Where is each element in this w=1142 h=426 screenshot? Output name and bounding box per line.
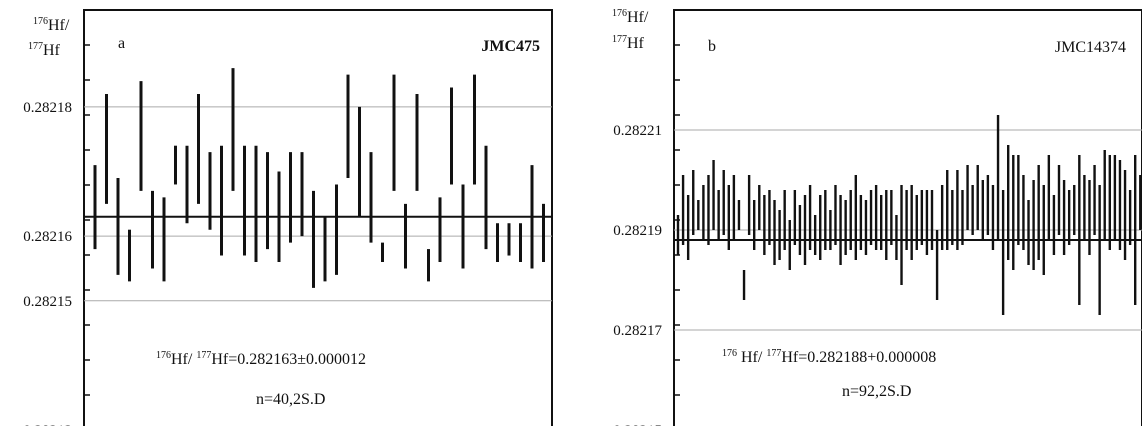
panel-a-tick-labels: 0.28213 0.28215 0.28216 0.28218 <box>23 100 72 426</box>
panel-b-letter: b <box>708 38 716 55</box>
tick-label: 0.28217 <box>613 323 662 339</box>
panel-a-annotation: 176Hf/ 177Hf=0.282163±0.000012 <box>156 350 366 368</box>
panel-b-ylabel-top: 176Hf/ <box>612 8 649 26</box>
panel-b-bars <box>676 115 1142 315</box>
panel-b-standard-label: JMC14374 <box>1055 39 1126 56</box>
panel-b: 0.28215 0.28217 0.28219 0.28221 176Hf/ 177H… <box>612 8 1142 426</box>
panel-a-letter: a <box>118 35 125 52</box>
tick-label: 0.28221 <box>613 123 662 139</box>
tick-label: 0.28219 <box>613 223 662 239</box>
tick-label: 0.28216 <box>23 229 72 245</box>
panel-a-gridlines <box>84 106 552 302</box>
panel-a-n-label: n=40,2S.D <box>256 391 325 408</box>
panel-b-ylabel-bottom: 177Hf <box>612 34 645 52</box>
panel-a-standard-label: JMC475 <box>481 38 540 55</box>
panel-a-ylabel-bottom: 177Hf <box>28 41 61 59</box>
panel-b-tick-labels: 0.28215 0.28217 0.28219 0.28221 <box>613 123 662 426</box>
panel-b-n-label: n=92,2S.D <box>842 383 911 400</box>
tick-label: 0.28213 <box>23 423 72 426</box>
panel-a-ticks <box>84 44 90 396</box>
panel-a-bars <box>93 68 545 288</box>
panel-a: 0.28213 0.28215 0.28216 0.28218 176Hf/ 177H… <box>23 9 553 426</box>
tick-label: 0.28218 <box>23 100 72 116</box>
tick-label: 0.28215 <box>23 294 72 310</box>
panel-b-annotation: 176 Hf/ 177Hf=0.282188+0.000008 <box>722 348 936 366</box>
panel-a-ylabel-top: 176Hf/ <box>33 16 70 34</box>
tick-label: 0.28215 <box>613 423 662 426</box>
